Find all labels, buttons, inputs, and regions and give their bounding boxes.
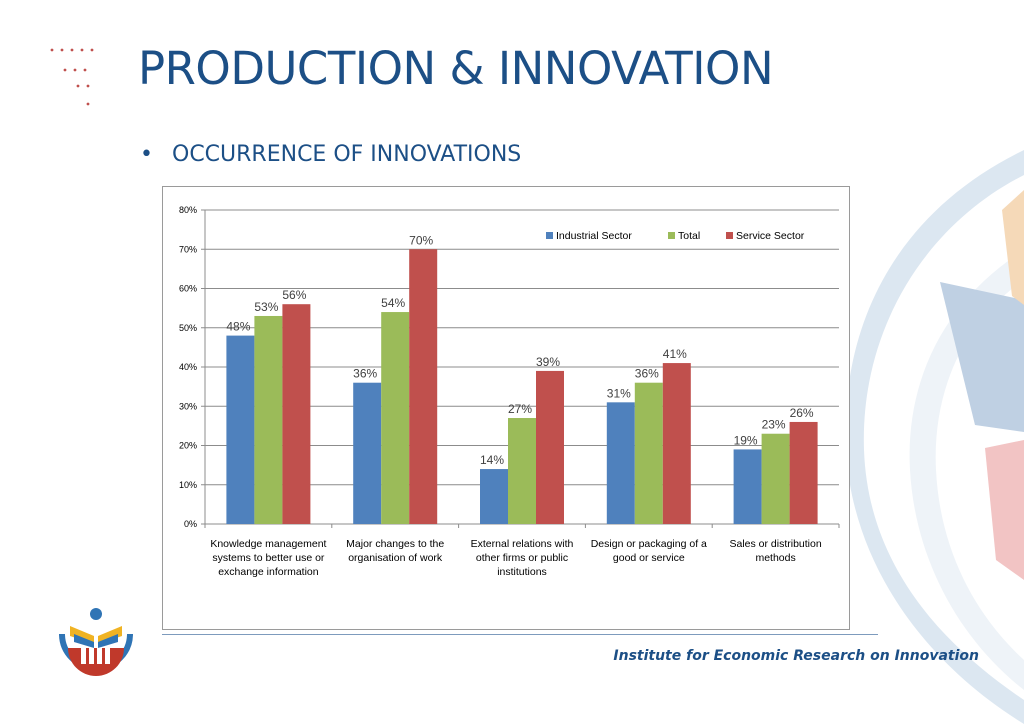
y-tick-label: 60% [179,284,197,294]
x-category-label: Sales or distribution [729,538,821,550]
legend-label: Industrial Sector [556,230,632,242]
bullet-point: • OCCURRENCE OF INNOVATIONS [140,141,521,169]
chart-container: 0% 10% 20% 30% 40% 50% 60% 70% 80% 48% 53% 56% Knowl… [162,186,850,630]
bar [536,370,564,524]
footer-divider [162,634,878,635]
x-category-label: institutions [497,566,547,578]
y-tick-label: 0% [184,519,197,529]
bar [226,335,255,524]
y-tick-label: 80% [179,205,197,215]
bar [409,249,438,524]
bar [480,469,508,524]
bar [508,418,536,524]
x-category-label: External relations with [471,538,574,550]
bar [353,382,382,524]
data-label: 70% [409,233,433,247]
data-label: 36% [353,367,377,381]
y-tick-label: 10% [179,480,197,490]
y-tick-label: 50% [179,323,197,333]
bar [634,382,663,524]
data-label: 14% [480,453,504,467]
data-label: 31% [607,386,631,400]
x-category-label: good or service [613,552,685,564]
data-label: 53% [254,300,278,314]
institute-name: Institute for Economic Research on Innov… [613,648,979,664]
bar-chart: 0% 10% 20% 30% 40% 50% 60% 70% 80% 48% 53% 56% Knowl… [179,205,840,578]
legend-label: Total [678,230,700,242]
y-tick-label: 40% [179,362,197,372]
y-tick-label: 20% [179,441,197,451]
x-category-label: Knowledge management [210,538,326,550]
data-label: 54% [381,296,405,310]
x-category-label: Design or packaging of a [591,538,707,550]
bar [733,449,762,524]
bullet-text: OCCURRENCE OF INNOVATIONS [172,142,522,167]
data-label: 23% [762,418,786,432]
data-label: 56% [282,288,306,302]
data-label: 27% [508,402,532,416]
x-category-label: methods [755,552,795,564]
decorative-dot-pattern [50,48,94,106]
slide-title: PRODUCTION & INNOVATION [138,42,774,95]
bar [789,421,818,524]
legend-swatch [546,232,553,239]
legend-swatch [726,232,733,239]
y-tick-label: 70% [179,244,197,254]
data-label: 26% [790,406,814,420]
data-label: 41% [663,347,687,361]
legend-swatch [668,232,675,239]
x-category-label: organisation of work [348,552,443,564]
bar [254,315,283,524]
bar [381,312,410,524]
x-category-label: exchange information [218,566,319,578]
x-category-label: Major changes to the [346,538,444,550]
bar [662,363,691,524]
bar [282,304,311,524]
data-label: 19% [734,433,758,447]
x-category-label: systems to better use or [212,552,325,564]
institute-logo [59,608,133,676]
data-label: 39% [536,355,560,369]
data-label: 48% [226,320,250,334]
bullet-dot-icon: • [140,142,153,167]
data-label: 36% [635,367,659,381]
legend-label: Service Sector [736,230,805,242]
y-tick-label: 30% [179,401,197,411]
bar [606,402,635,524]
bar [761,433,790,524]
x-category-label: other firms or public [476,552,568,564]
